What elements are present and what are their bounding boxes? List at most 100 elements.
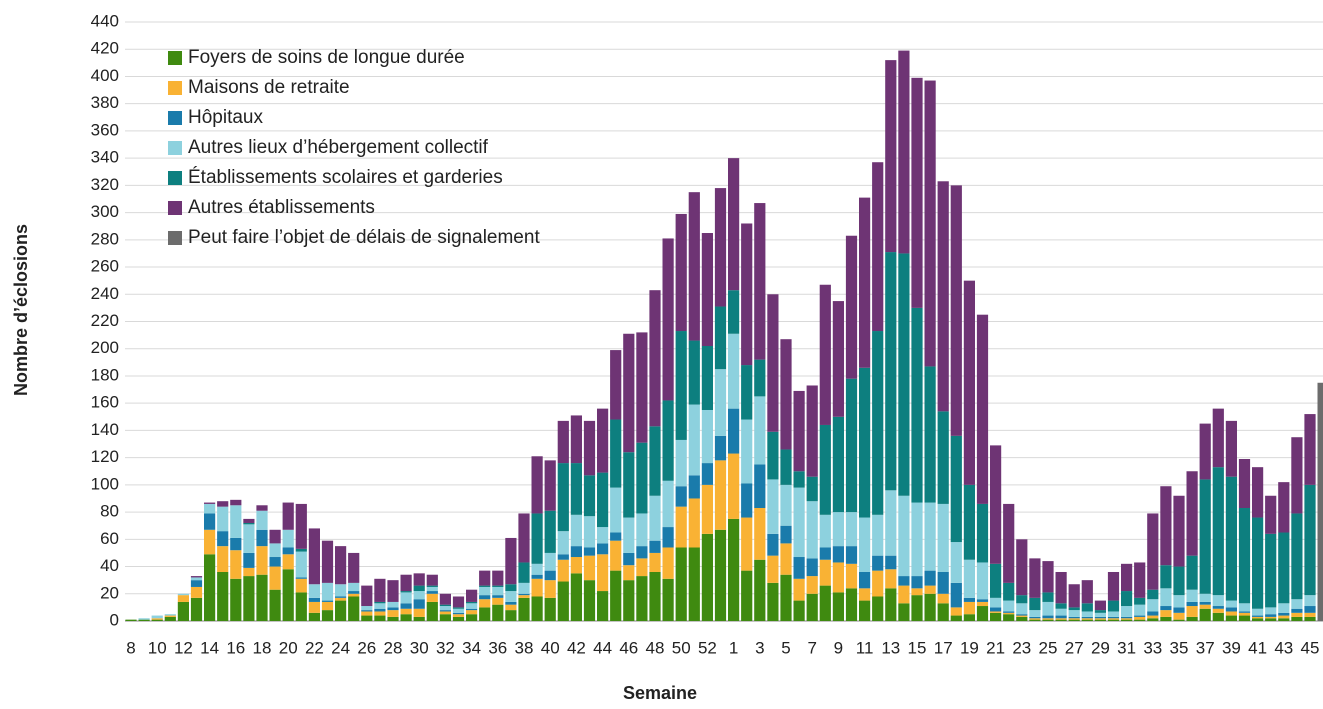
bar-segment (374, 601, 386, 604)
bar-segment (636, 442, 648, 514)
x-tick-label: 45 (1301, 638, 1320, 657)
y-tick-label: 400 (91, 66, 119, 85)
bar-segment (1186, 601, 1198, 607)
bar-segment (963, 559, 975, 598)
bar-segment (439, 593, 451, 605)
bar-segment (1225, 611, 1237, 616)
x-tick-label: 24 (331, 638, 350, 657)
bar-segment (1265, 618, 1277, 621)
bar-segment (688, 404, 700, 476)
bar-segment (1147, 615, 1159, 619)
bar-segment (1029, 558, 1041, 598)
bar-segment (911, 595, 923, 621)
legend-swatch (168, 51, 182, 65)
bar-segment (859, 197, 871, 368)
x-tick-label: 33 (1143, 638, 1162, 657)
bar-segment (1278, 612, 1290, 616)
bar-segment (1107, 611, 1120, 617)
bar-segment (138, 619, 150, 621)
x-tick-label: 21 (986, 638, 1005, 657)
x-tick-label: 16 (226, 638, 245, 657)
bar-segment (911, 502, 923, 577)
bar-segment (505, 604, 517, 611)
bar-segment (701, 484, 713, 534)
bar-segment (662, 480, 674, 528)
bar-segment (819, 547, 831, 560)
bar-segment (1238, 508, 1251, 604)
bar-segment (898, 50, 910, 254)
bar-segment (623, 452, 635, 518)
bar-segment (387, 616, 399, 621)
bar-segment (793, 578, 805, 601)
bar-segment (754, 464, 766, 509)
bar-segment (1212, 408, 1224, 468)
bar-segment (531, 596, 543, 621)
bar-segment (217, 571, 229, 621)
bar-segment (204, 554, 216, 621)
x-tick-label: 27 (1065, 638, 1084, 657)
bar-segment (1055, 571, 1067, 604)
bar-segment (544, 460, 556, 511)
bar-segment (1225, 420, 1237, 477)
bar-segment (1055, 603, 1067, 609)
bar-segment (649, 495, 661, 541)
bar-segment (413, 599, 425, 609)
bar-segment (924, 585, 936, 594)
bar-segment (714, 460, 727, 530)
x-tick-label: 44 (593, 638, 612, 657)
y-tick-label: 340 (91, 148, 119, 167)
bar-segment (1094, 618, 1106, 620)
bar-segment (1160, 565, 1172, 589)
bar-segment (636, 576, 648, 621)
x-tick-label: 31 (1117, 638, 1136, 657)
bar-segment (295, 592, 307, 621)
y-tick-label: 240 (91, 284, 119, 303)
bar-segment (1278, 615, 1290, 619)
bar-segment (898, 253, 910, 496)
legend-swatch (168, 201, 182, 215)
bar-segment (754, 203, 766, 360)
bar-segment (1134, 616, 1146, 620)
bar-segment (623, 552, 635, 566)
bar-segment (885, 252, 897, 491)
bar-segment (610, 350, 622, 420)
bar-segment (649, 290, 661, 427)
legend-label: Établissements scolaires et garderies (188, 167, 503, 188)
bar-segment (321, 540, 334, 583)
bar-segment (1291, 513, 1303, 600)
legend-label: Peut faire l’objet de délais de signalem… (188, 227, 540, 248)
bar-segment (741, 419, 753, 484)
bar-segment (1107, 618, 1120, 620)
bar-segment (479, 585, 491, 587)
bar-segment (308, 601, 320, 613)
bar-segment (452, 616, 465, 621)
bar-segment (243, 552, 255, 568)
bar-segment (662, 547, 674, 579)
bar-segment (728, 158, 740, 291)
x-tick-label: 22 (305, 638, 324, 657)
bar-segment (151, 615, 163, 619)
bar-segment (1186, 589, 1198, 602)
legend-swatch (168, 141, 182, 155)
bar-segment (924, 366, 936, 503)
bar-segment (1029, 618, 1041, 620)
bar-segment (282, 569, 294, 621)
bar-segment (990, 612, 1002, 621)
bar-segment (1160, 610, 1172, 617)
bar-segment (466, 601, 478, 604)
bar-segment (819, 585, 831, 621)
bar-segment (1055, 619, 1067, 621)
bar-segment (1265, 607, 1277, 615)
bar-segment (1252, 616, 1264, 619)
bar-segment (361, 611, 373, 616)
bar-segment (269, 557, 281, 567)
bar-segment (1134, 562, 1146, 598)
bar-segment (479, 595, 491, 600)
x-tick-label: 7 (807, 638, 816, 657)
bar-segment (204, 502, 216, 504)
bar-segment (177, 601, 189, 621)
bar-segment (204, 529, 216, 555)
bar-segment (754, 559, 766, 621)
bar-segment (1107, 600, 1120, 612)
bar-segment (623, 565, 635, 581)
